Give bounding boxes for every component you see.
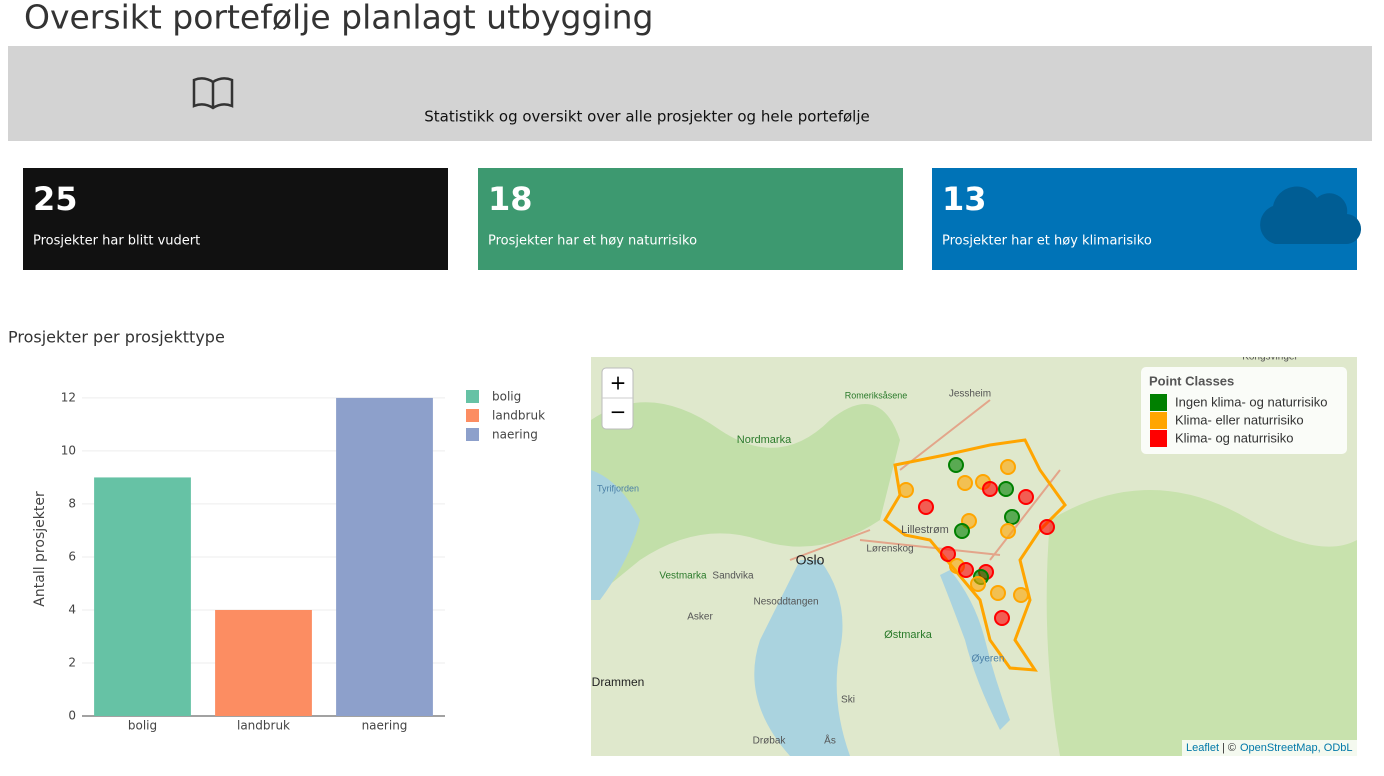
y-tick-label: 10 (61, 443, 76, 457)
forest (1046, 490, 1357, 756)
attribution-sep: | © (1222, 742, 1236, 754)
legend-swatch (466, 390, 479, 403)
place-label: Kongsvinger (1242, 352, 1298, 363)
place-label: Sandvika (712, 571, 754, 582)
map-marker[interactable] (1039, 519, 1055, 535)
place-label: Asker (687, 612, 713, 623)
zoom-in[interactable]: + (610, 371, 627, 395)
map-legend-label: Klima- eller naturrisiko (1175, 412, 1304, 427)
map-legend (1141, 367, 1347, 454)
map-marker[interactable] (990, 585, 1006, 601)
value-box-number: 13 (942, 180, 987, 218)
markers (898, 457, 1055, 626)
place-label: Vestmarka (659, 571, 707, 582)
chart-title: Prosjekter per prosjekttype (8, 328, 225, 347)
legend-label: landbruk (492, 409, 545, 423)
map-marker[interactable] (957, 475, 973, 491)
region-border (883, 438, 1067, 672)
legend-swatch (466, 409, 479, 422)
map: Oslo Lillestrøm Lørenskog Sandvika Asker Neso… (591, 352, 1357, 756)
place-labels: Oslo Lillestrøm Lørenskog Sandvika Asker Neso… (592, 352, 1299, 747)
place-label: Romeriksåsene (845, 390, 908, 400)
book-icon (192, 77, 234, 110)
value-box-number: 25 (33, 180, 78, 218)
bar (94, 477, 191, 716)
value-box-text: Prosjekter har et høy klimarisiko (942, 234, 1152, 249)
map-legend-label: Klima- og naturrisiko (1175, 430, 1294, 445)
place-label: Ås (824, 734, 836, 747)
bar (215, 609, 312, 716)
legend-swatch (466, 428, 479, 441)
y-tick-label: 2 (68, 655, 76, 669)
page-title: Oversikt portefølje planlagt utbygging (24, 0, 653, 37)
value-box-text: Prosjekter har et høy naturrisiko (488, 234, 697, 249)
place-label: Lørenskog (866, 544, 913, 555)
road (789, 399, 1061, 561)
map-legend-swatch (1150, 412, 1167, 429)
map-marker[interactable] (1000, 523, 1016, 539)
place-label: Drøbak (753, 736, 787, 747)
value-box (478, 168, 903, 270)
bar-chart: 0 2 4 6 8 10 12 Antall prosjekter bolig bolig land… (32, 390, 545, 733)
legend-label: naering (492, 428, 538, 442)
forest (591, 402, 900, 600)
map-marker[interactable] (982, 481, 998, 497)
value-box-number: 18 (488, 180, 533, 218)
value-boxes: 25 Prosjekter har blitt vudert 18 Prosjekte… (23, 168, 1357, 270)
fjord (754, 560, 850, 756)
y-tick-label: 4 (68, 602, 76, 616)
x-tick-label: bolig (128, 719, 157, 733)
attribution-osm[interactable]: OpenStreetMap, ODbL (1240, 742, 1353, 754)
banner-text: Statistikk og oversikt over alle prosjek… (424, 108, 869, 126)
cloud-icon (1260, 186, 1362, 245)
x-tick-label: landbruk (237, 719, 290, 733)
map-marker[interactable] (940, 546, 956, 562)
lake (591, 470, 640, 600)
x-tick-label: naering (362, 719, 408, 733)
y-tick-label: 6 (68, 549, 76, 563)
y-tick-label: 8 (68, 496, 76, 510)
map-legend-title: Point Classes (1149, 373, 1234, 388)
place-label: Lillestrøm (901, 524, 949, 536)
map-legend-swatch (1150, 394, 1167, 411)
place-label: Tyrifjorden (597, 483, 639, 493)
map-marker[interactable] (994, 610, 1010, 626)
attribution-leaflet[interactable]: Leaflet (1186, 742, 1219, 754)
place-label: Oslo (796, 552, 825, 568)
map-marker[interactable] (958, 562, 974, 578)
zoom-out[interactable]: − (610, 400, 627, 424)
map-marker[interactable] (1013, 587, 1029, 603)
bar (336, 397, 433, 716)
y-tick-label: 12 (61, 390, 76, 404)
place-label: Østmarka (884, 629, 933, 641)
map-marker[interactable] (1018, 489, 1034, 505)
place-label: Ski (841, 695, 855, 706)
place-label: Drammen (592, 675, 645, 689)
place-label: Øyeren (972, 654, 1005, 665)
map-legend-swatch (1150, 430, 1167, 447)
y-tick-label: 0 (68, 709, 76, 723)
attribution (1182, 740, 1357, 756)
map-marker[interactable] (898, 482, 914, 498)
map-marker[interactable] (954, 523, 970, 539)
map-legend-items: Ingen klima- og naturrisiko Klima- eller … (1150, 394, 1327, 447)
map-marker[interactable] (970, 576, 986, 592)
place-label: Jessheim (949, 389, 991, 400)
y-axis-title: Antall prosjekter (32, 491, 48, 607)
legend-label: bolig (492, 390, 521, 404)
map-marker[interactable] (998, 481, 1014, 497)
value-box (23, 168, 448, 270)
lake (940, 570, 1010, 730)
map-marker[interactable] (948, 457, 964, 473)
place-label: Nordmarka (737, 434, 792, 446)
map-legend-label: Ingen klima- og naturrisiko (1175, 394, 1327, 409)
map-marker[interactable] (1000, 459, 1016, 475)
place-label: Nesoddtangen (753, 597, 818, 608)
value-box-text: Prosjekter har blitt vudert (33, 234, 200, 249)
map-marker[interactable] (1004, 509, 1020, 525)
map-marker[interactable] (918, 499, 934, 515)
banner (8, 46, 1372, 141)
